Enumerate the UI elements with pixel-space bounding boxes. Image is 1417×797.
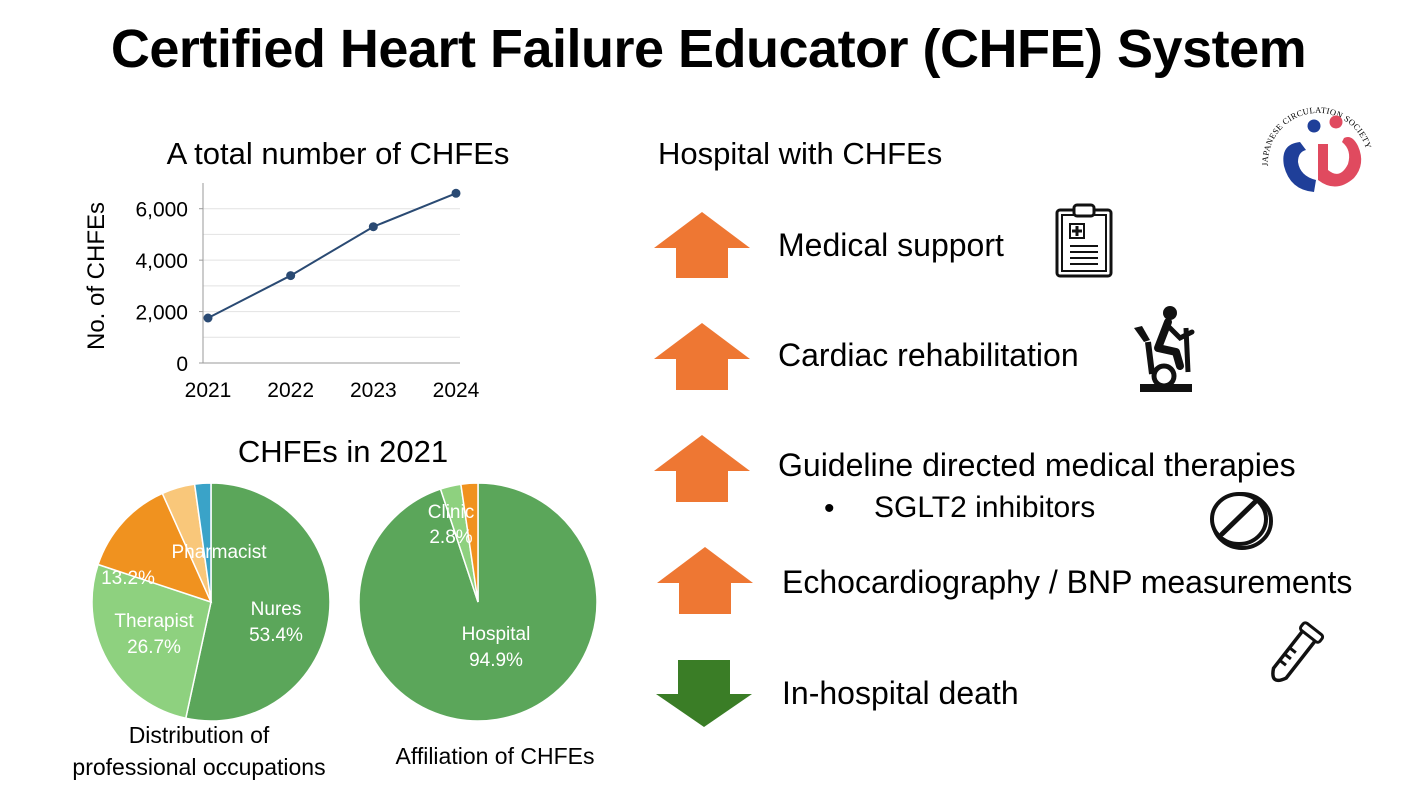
- pie-group-title: CHFEs in 2021: [238, 434, 448, 469]
- up-arrow-icon: [654, 212, 750, 278]
- pie-pct-nurses: 53.4%: [249, 625, 303, 646]
- pie-chart-occupations: Pharmacist 13.2% Therapist 26.7% Nures 5…: [72, 482, 331, 780]
- x-tick-label: 2021: [185, 379, 232, 402]
- x-tick-label: 2024: [433, 379, 480, 402]
- pie-label-therapist: Therapist: [114, 611, 194, 632]
- bullet: •: [824, 492, 835, 525]
- data-point: [286, 271, 296, 281]
- item-sglt2: SGLT2 inhibitors: [874, 491, 1096, 524]
- y-tick-label: 0: [176, 353, 188, 376]
- up-arrow-icon: [654, 323, 750, 390]
- arrows-column: [654, 212, 753, 727]
- exercise-bike-icon: [1134, 306, 1195, 392]
- series-line: [207, 192, 457, 319]
- y-tick-labels: 0 2,000 4,000 6,000: [135, 199, 203, 376]
- down-arrow-icon: [656, 660, 752, 727]
- test-tube-icon: [1271, 621, 1325, 683]
- pie-slice: [184, 482, 331, 722]
- pie-label-clinic: Clinic: [428, 502, 474, 523]
- item-medical-support: Medical support: [778, 227, 1004, 263]
- line-chart: A total number of CHFEs No. of CHFEs 0 2,…: [83, 136, 509, 402]
- y-tick-label: 4,000: [135, 250, 188, 273]
- item-echo-bnp: Echocardiography / BNP measurements: [782, 564, 1353, 600]
- y-axis-label: No. of CHFEs: [83, 202, 110, 350]
- pie-label-pharmacist: Pharmacist: [171, 542, 267, 563]
- pie-label-hospital: Hospital: [462, 624, 531, 645]
- jcs-logo: JAPANESE CIRCULATION SOCIETY: [1260, 105, 1374, 192]
- item-in-hospital-death: In-hospital death: [782, 675, 1019, 711]
- pie-pct-clinic: 2.8%: [429, 527, 472, 548]
- grid-lines: [203, 208, 460, 338]
- hospital-heading: Hospital with CHFEs: [658, 136, 943, 171]
- up-arrow-icon: [657, 547, 753, 614]
- x-tick-label: 2023: [350, 379, 397, 402]
- pill-icon: [1210, 492, 1273, 550]
- item-cardiac-rehabilitation: Cardiac rehabilitation: [778, 337, 1079, 373]
- data-point: [368, 222, 378, 232]
- data-point: [451, 188, 461, 198]
- x-tick-labels: 2021 2022 2023 2024: [185, 379, 480, 402]
- pie-slice: [460, 482, 479, 603]
- x-tick-label: 2022: [267, 379, 314, 402]
- pie-pct-hospital: 94.9%: [469, 650, 523, 671]
- item-gdmt: Guideline directed medical therapies: [778, 447, 1296, 483]
- pie1-caption-line2: professional occupations: [72, 754, 325, 780]
- up-arrow-icon: [654, 435, 750, 502]
- pie1-caption-line1: Distribution of: [129, 722, 270, 748]
- charts-panel: A total number of CHFEs No. of CHFEs 0 2,…: [72, 136, 598, 780]
- page-title: Certified Heart Failure Educator (CHFE) …: [110, 19, 1307, 79]
- pie-pct-therapist: 26.7%: [127, 637, 181, 658]
- pie-slice: [97, 492, 213, 604]
- y-tick-label: 6,000: [135, 199, 188, 222]
- pie-label-nurses: Nures: [251, 599, 302, 620]
- pie-slice: [193, 482, 212, 603]
- pie2-caption: Affiliation of CHFEs: [396, 743, 595, 769]
- pie-pct-pharmacist: 13.2%: [101, 568, 155, 589]
- clipboard-icon: [1055, 203, 1113, 278]
- data-point: [203, 313, 213, 323]
- pie-slice: [91, 563, 212, 720]
- y-tick-label: 2,000: [135, 302, 188, 325]
- line-chart-title: A total number of CHFEs: [167, 136, 510, 171]
- series-points: [203, 188, 461, 323]
- pie-chart-affiliation: Clinic 2.8% Hospital 94.9% Affiliation o…: [358, 482, 598, 769]
